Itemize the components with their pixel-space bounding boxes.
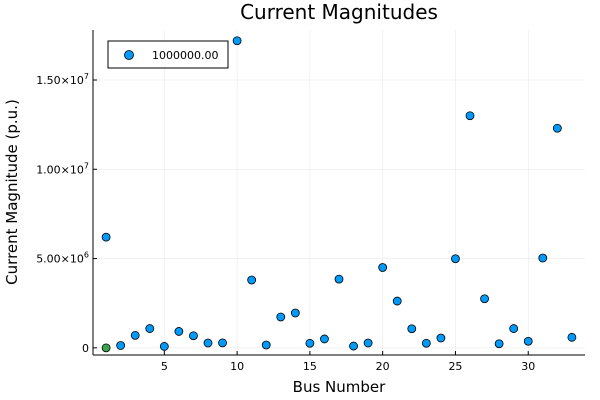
data-point	[407, 324, 417, 334]
data-point	[203, 338, 213, 348]
x-tick-label: 5	[161, 360, 168, 373]
data-point	[116, 341, 126, 350]
y-tick-label: 0	[82, 342, 89, 355]
data-points	[101, 36, 577, 353]
y-tick-label: 5.00×106	[36, 251, 89, 266]
data-point	[509, 324, 519, 333]
y-axis-label: Current Magnitude (p.u.)	[3, 99, 21, 285]
y-tick-label: 1.50×107	[36, 72, 89, 87]
data-point	[130, 330, 140, 340]
data-point	[189, 331, 198, 341]
data-point	[378, 263, 388, 272]
data-point	[523, 336, 533, 346]
reference-point	[101, 343, 111, 353]
grid-lines	[93, 30, 585, 355]
data-point	[247, 275, 257, 285]
x-axis-label: Bus Number	[293, 378, 386, 396]
x-tick-label: 10	[230, 360, 244, 373]
x-tick-label: 25	[448, 360, 462, 373]
y-tick-label: 1.00×107	[36, 161, 89, 176]
legend-marker	[124, 50, 134, 60]
data-point	[305, 338, 315, 348]
legend-label: 1000000.00	[152, 49, 218, 62]
x-tick-label: 20	[376, 360, 390, 373]
data-point	[101, 232, 111, 242]
data-point	[363, 338, 373, 348]
data-point	[349, 341, 358, 351]
data-point	[451, 254, 460, 264]
data-point	[392, 296, 402, 306]
data-point	[552, 123, 562, 133]
data-point	[276, 312, 286, 322]
data-point	[465, 111, 475, 121]
x-tick-label: 15	[303, 360, 317, 373]
legend: 1000000.00	[107, 40, 229, 69]
chart-title: Current Magnitudes	[240, 0, 438, 24]
data-point	[261, 340, 271, 350]
data-point	[290, 308, 300, 318]
data-point	[480, 294, 489, 304]
data-point	[159, 342, 169, 351]
data-point	[145, 324, 155, 333]
axes	[92, 30, 585, 356]
data-point	[494, 339, 504, 349]
data-point	[421, 338, 431, 348]
data-point	[232, 36, 242, 46]
data-point	[320, 334, 329, 344]
data-point	[567, 332, 577, 342]
data-point	[334, 274, 344, 284]
data-point	[174, 327, 184, 336]
tick-labels: 5 10 15 20 25 30 0 5.00×106 1.00×107 1.50×107	[36, 72, 535, 373]
data-point	[218, 338, 227, 348]
x-tick-label: 30	[521, 360, 535, 373]
data-point	[538, 253, 548, 263]
data-point	[436, 333, 446, 343]
